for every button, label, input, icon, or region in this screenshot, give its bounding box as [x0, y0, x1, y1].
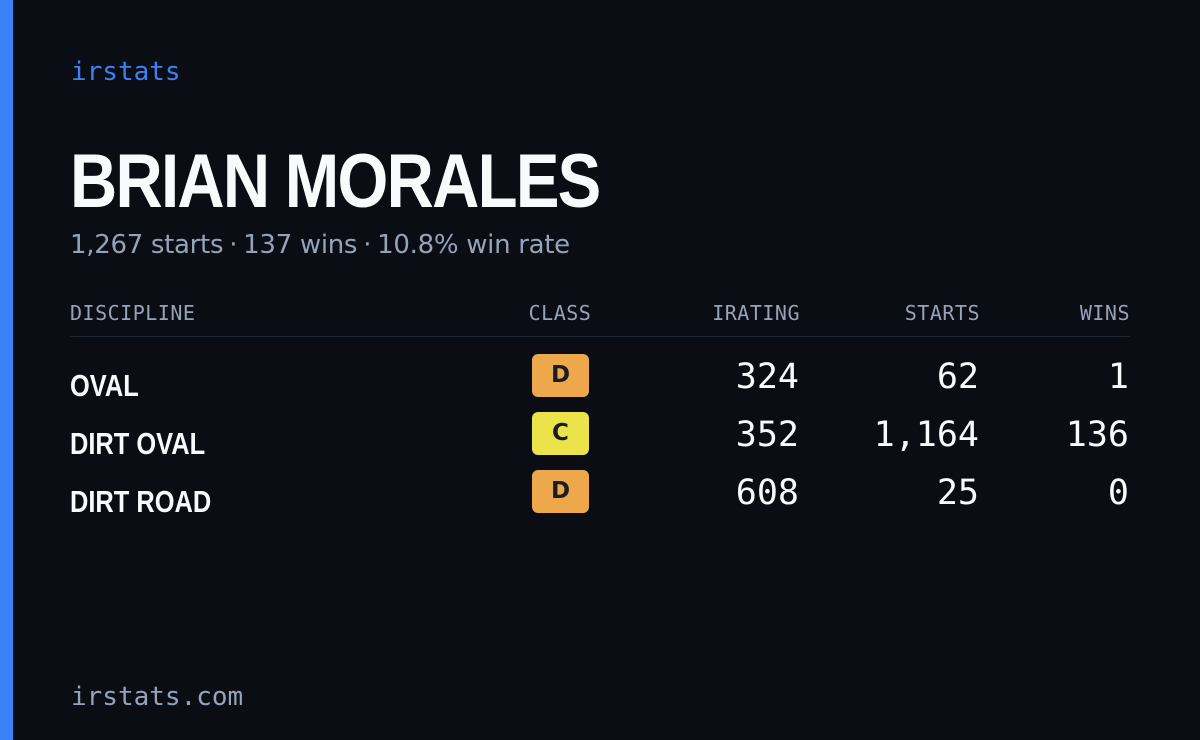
- table-row: DIRT ROAD D 608 25 0: [70, 470, 1130, 519]
- header-discipline: DISCIPLINE: [70, 301, 196, 325]
- wins-value: 136: [1065, 415, 1129, 455]
- starts-value: 25: [936, 473, 979, 513]
- summary-separator: ·: [363, 230, 372, 260]
- license-class-badge: D: [532, 354, 589, 397]
- driver-name: BRIAN MORALES: [70, 139, 601, 224]
- irating-value: 324: [735, 357, 799, 397]
- wins-value: 1: [1107, 357, 1129, 397]
- total-starts: 1,267 starts: [70, 230, 224, 260]
- license-class-badge: C: [532, 412, 589, 455]
- header-irating: IRATING: [712, 301, 800, 325]
- table-header: DISCIPLINE CLASS IRATING STARTS WINS: [70, 300, 1130, 337]
- discipline-name: DIRT ROAD: [70, 484, 212, 519]
- win-rate: 10.8% win rate: [377, 230, 570, 260]
- irating-value: 608: [735, 473, 799, 513]
- accent-bar: [0, 0, 13, 740]
- discipline-name: OVAL: [70, 368, 139, 403]
- license-class-badge: D: [532, 470, 589, 513]
- footer-domain: irstats.com: [71, 682, 244, 712]
- summary-separator: ·: [229, 230, 238, 260]
- total-wins: 137 wins: [243, 230, 358, 260]
- starts-value: 1,164: [873, 415, 979, 455]
- header-wins: WINS: [1079, 301, 1130, 325]
- header-class: CLASS: [528, 301, 592, 325]
- brand-logo: irstats: [71, 57, 181, 87]
- table-row: OVAL D 324 62 1: [70, 354, 1130, 403]
- irating-value: 352: [735, 415, 799, 455]
- header-starts: STARTS: [904, 301, 980, 325]
- discipline-stats-table: DISCIPLINE CLASS IRATING STARTS WINS OVA…: [70, 300, 1130, 519]
- wins-value: 0: [1107, 473, 1129, 513]
- starts-value: 62: [936, 357, 979, 397]
- discipline-name: DIRT OVAL: [70, 426, 206, 461]
- driver-summary: 1,267 starts · 137 wins · 10.8% win rate: [70, 228, 570, 262]
- table-row: DIRT OVAL C 352 1,164 136: [70, 412, 1130, 461]
